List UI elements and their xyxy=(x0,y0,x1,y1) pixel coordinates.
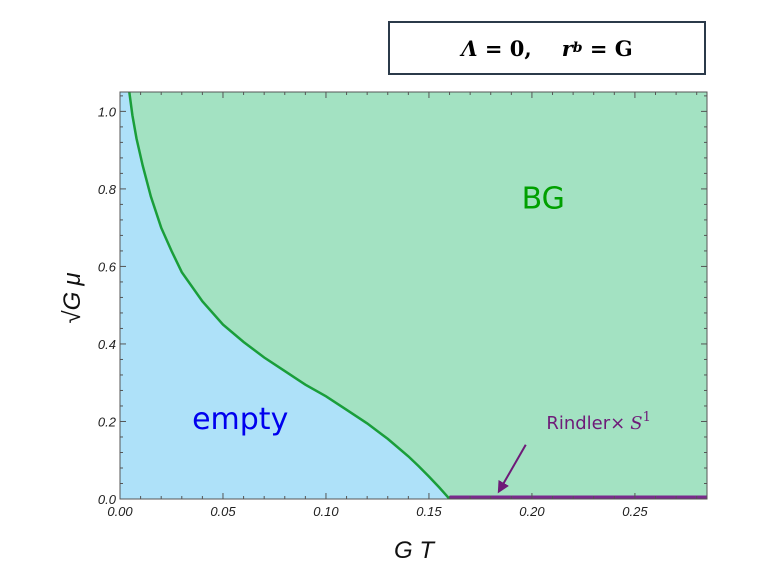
x-tick-label: 0.00 xyxy=(107,504,133,519)
rindler-annotation-label: Rindler× S1 xyxy=(546,410,651,434)
y-axis-title: √G μ xyxy=(59,273,86,324)
svg-text:√Gμ: √G μ xyxy=(59,273,86,324)
y-tick-label: 0.0 xyxy=(98,492,117,507)
y-tick-label: 0.8 xyxy=(98,182,117,197)
y-tick-label: 0.2 xyxy=(98,414,117,429)
phase-boundary-curve xyxy=(128,92,451,499)
region-label-empty: empty xyxy=(192,402,288,437)
x-axis-title: G T xyxy=(394,537,436,564)
r-equation: = G xyxy=(589,35,633,61)
x-tick-label: 0.25 xyxy=(622,504,648,519)
lambda-equation: = 0, xyxy=(484,35,532,61)
rindler-annotation-arrow xyxy=(497,444,527,494)
y-tick-label: 0.4 xyxy=(98,337,116,352)
r-subscript: b xyxy=(572,40,583,56)
x-tick-label: 0.20 xyxy=(519,504,545,519)
lambda-symbol: Λ xyxy=(461,35,478,61)
y-tick-label: 1.0 xyxy=(98,104,117,119)
r-symbol: r xyxy=(561,35,573,61)
region-label-bg: BG xyxy=(522,181,565,216)
x-tick-label: 0.10 xyxy=(313,504,339,519)
y-axis-title-symbol: μ xyxy=(59,273,86,287)
empty-region xyxy=(120,92,450,499)
y-tick-label: 0.6 xyxy=(98,259,117,274)
y-axis-title-prefix: √G xyxy=(59,292,86,324)
x-tick-label: 0.05 xyxy=(210,504,236,519)
plot-frame xyxy=(119,91,708,500)
x-tick-label: 0.15 xyxy=(416,504,442,519)
